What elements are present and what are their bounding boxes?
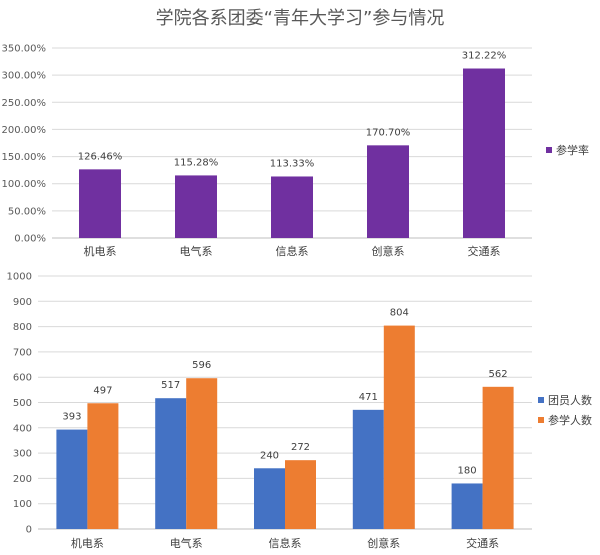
bar-series1 [367, 145, 409, 238]
x-category-label: 创意系 [372, 244, 405, 258]
y-tick-label: 100 [13, 499, 32, 510]
x-category-label: 电气系 [170, 536, 203, 550]
y-tick-label: 500 [13, 398, 32, 409]
member-count-chart: 0 100 200 300 400 500 600 700 800 900 1000 机电系 393 49… [7, 272, 592, 551]
legend-swatch [538, 397, 544, 403]
data-label: 115.28% [174, 157, 219, 168]
bar-series1 [451, 483, 483, 529]
y-tick-label: 0 [26, 525, 32, 536]
x-category-label: 信息系 [269, 536, 302, 550]
bar-series2 [87, 403, 119, 529]
legend-label: 参学人数 [548, 413, 592, 427]
x-category-label: 创意系 [367, 536, 400, 550]
y-tick-label: 300.00% [2, 71, 47, 82]
y-tick-label: 400 [13, 423, 32, 434]
legend-swatch [546, 147, 552, 153]
data-label: 312.22% [462, 51, 507, 62]
legend-swatch [538, 417, 544, 423]
data-label: 272 [291, 442, 310, 453]
legend-label: 参学率 [556, 143, 589, 157]
bar-series2 [186, 378, 218, 529]
x-category-label: 机电系 [84, 244, 117, 258]
bar-series1 [352, 409, 384, 529]
bar-series2 [482, 386, 514, 529]
data-label: 113.33% [270, 158, 315, 169]
data-label: 517 [161, 380, 180, 391]
bar-series2 [383, 325, 415, 529]
legend-label: 团员人数 [548, 394, 592, 407]
bar-series1 [463, 68, 505, 238]
data-label: 471 [359, 392, 378, 403]
y-tick-label: 0.00% [14, 234, 46, 245]
y-tick-label: 1000 [7, 272, 32, 283]
data-label: 393 [62, 412, 81, 423]
y-tick-label: 350.00% [2, 44, 47, 55]
participation-rate-chart: 0.00% 50.00% 100.00% 150.00% 200.00% 250.00% 3… [2, 44, 590, 259]
data-label: 804 [390, 308, 409, 319]
bar-series1 [155, 398, 187, 529]
y-tick-label: 900 [13, 297, 32, 308]
bar-series1 [271, 176, 313, 238]
data-label: 180 [458, 465, 477, 476]
y-tick-label: 200 [13, 474, 32, 485]
y-tick-label: 800 [13, 322, 32, 333]
y-tick-label: 100.00% [2, 179, 47, 190]
data-label: 596 [192, 360, 211, 371]
x-category-label: 电气系 [180, 244, 213, 258]
bar-series1 [175, 175, 217, 238]
bar-series2 [285, 460, 316, 529]
y-tick-label: 700 [13, 347, 32, 358]
y-tick-label: 200.00% [2, 125, 47, 136]
data-label: 240 [260, 450, 279, 461]
bar-series1 [56, 429, 88, 529]
y-tick-label: 250.00% [2, 98, 47, 109]
x-category-label: 交通系 [468, 244, 501, 258]
y-tick-label: 50.00% [8, 206, 46, 217]
bar-series1 [79, 169, 121, 238]
chart-title: 学院各系团委“青年大学习”参与情况 [155, 8, 445, 29]
data-label: 170.70% [366, 127, 411, 138]
data-label: 126.46% [78, 151, 123, 162]
x-category-label: 信息系 [276, 244, 309, 258]
data-label: 562 [489, 369, 508, 380]
x-category-label: 交通系 [466, 536, 499, 550]
x-category-label: 机电系 [71, 536, 104, 550]
bar-series1 [254, 468, 285, 529]
data-label: 497 [93, 385, 112, 396]
y-tick-label: 150.00% [2, 152, 47, 163]
y-tick-label: 300 [13, 449, 32, 460]
y-tick-label: 600 [13, 373, 32, 384]
